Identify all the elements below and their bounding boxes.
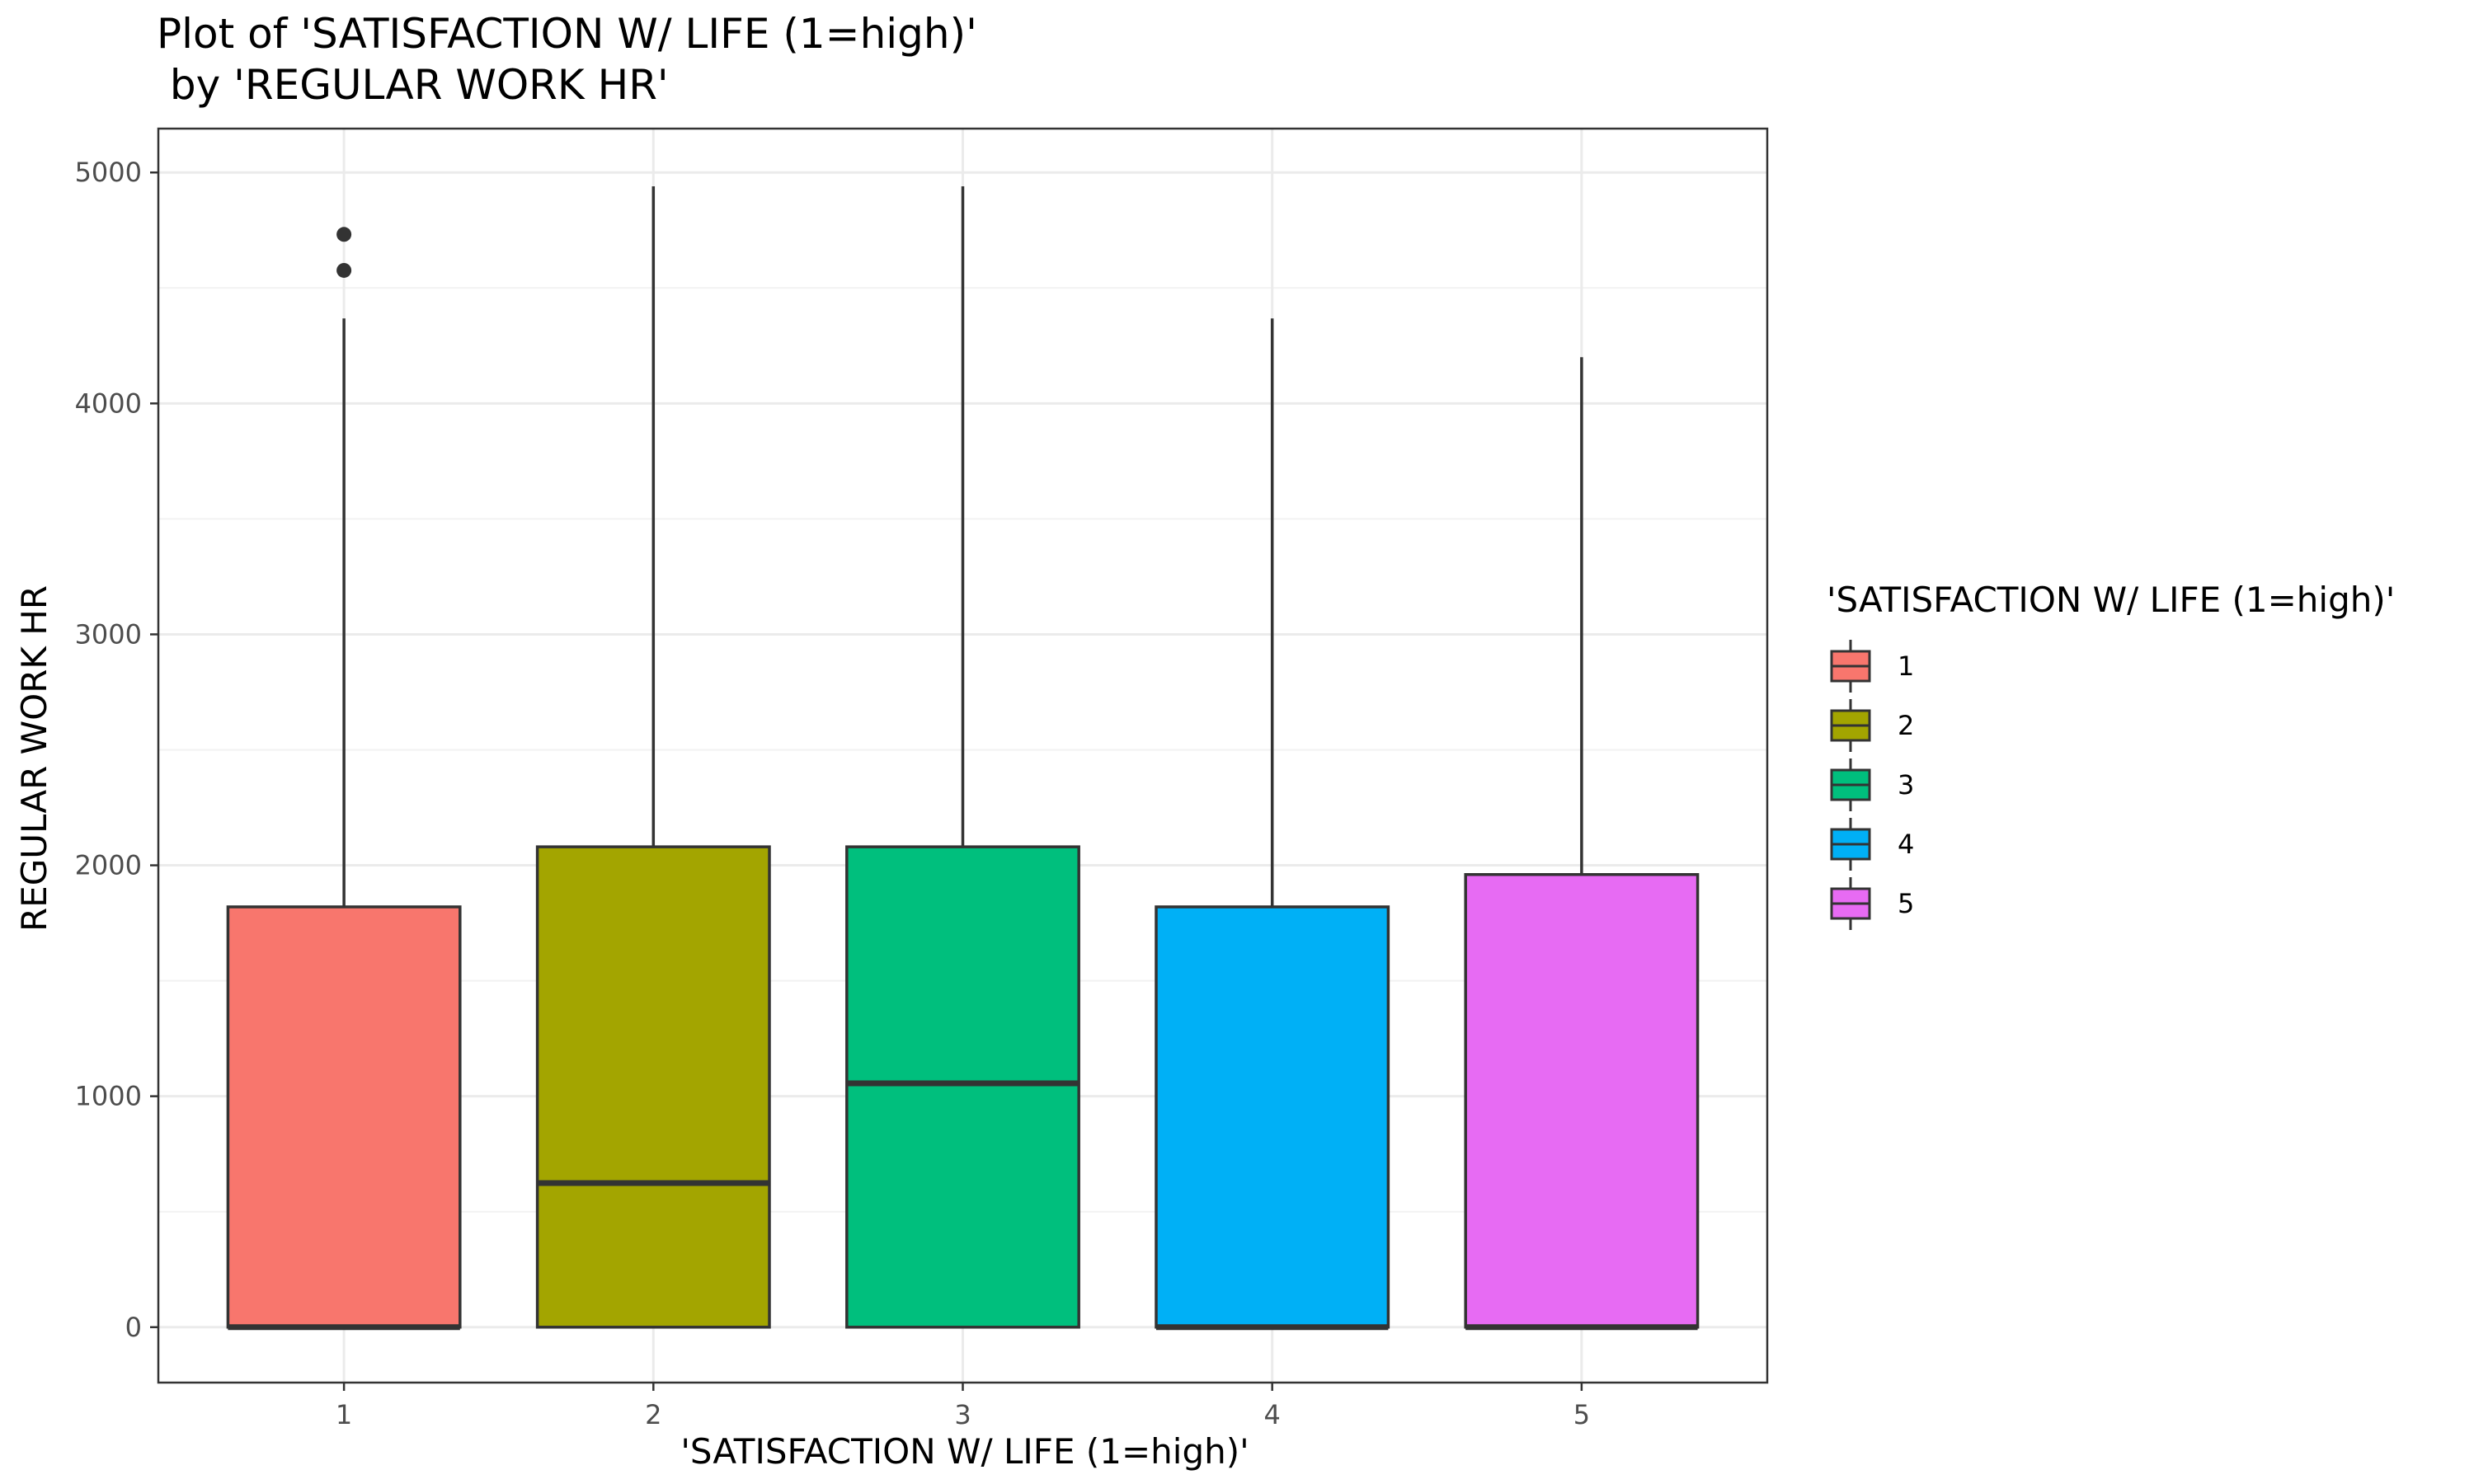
x-tick-label: 4	[1264, 1399, 1281, 1430]
legend-label-4: 4	[1898, 829, 1914, 860]
x-tick-label: 5	[1573, 1399, 1590, 1430]
x-tick-label: 2	[645, 1399, 661, 1430]
y-tick-label: 2000	[75, 850, 142, 881]
legend-label-2: 2	[1898, 710, 1914, 741]
y-tick-label: 5000	[75, 157, 142, 188]
y-axis-title: REGULAR WORK HR	[14, 585, 54, 932]
plot-area: 0 1000 2000 3000 4000 5000 1 2 3 4 5	[75, 127, 1769, 1430]
box-3	[845, 845, 1080, 1329]
chart-title-line-2: by 'REGULAR WORK HR'	[157, 61, 669, 109]
legend-label-5: 5	[1898, 888, 1914, 919]
box-2	[535, 845, 771, 1329]
outlier-point	[336, 262, 352, 278]
y-tick-label: 3000	[75, 618, 142, 650]
y-tick-label: 1000	[75, 1081, 142, 1112]
legend-title: 'SATISFACTION W/ LIFE (1=high)'	[1827, 580, 2395, 620]
outlier-point	[336, 227, 352, 242]
legend: 'SATISFACTION W/ LIFE (1=high)' 1 2 3 4 5	[1827, 580, 2395, 930]
y-tick-label: 0	[125, 1312, 142, 1343]
x-tick-label: 1	[336, 1399, 352, 1430]
chart-title-line-1: Plot of 'SATISFACTION W/ LIFE (1=high)'	[157, 10, 977, 58]
box-5	[1464, 873, 1700, 1329]
box-4	[1155, 905, 1390, 1329]
legend-label-1: 1	[1898, 650, 1914, 682]
y-tick-label: 4000	[75, 387, 142, 419]
box-1	[226, 905, 462, 1329]
legend-label-3: 3	[1898, 769, 1914, 801]
x-tick-label: 3	[954, 1399, 971, 1430]
x-axis-title: 'SATISFACTION W/ LIFE (1=high)'	[680, 1431, 1249, 1472]
